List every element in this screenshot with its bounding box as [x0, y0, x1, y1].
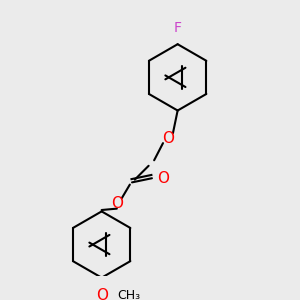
Text: O: O: [162, 131, 174, 146]
Text: O: O: [96, 288, 108, 300]
Text: CH₃: CH₃: [117, 289, 140, 300]
Text: O: O: [157, 171, 169, 186]
Text: O: O: [111, 196, 123, 211]
Text: F: F: [174, 20, 182, 34]
